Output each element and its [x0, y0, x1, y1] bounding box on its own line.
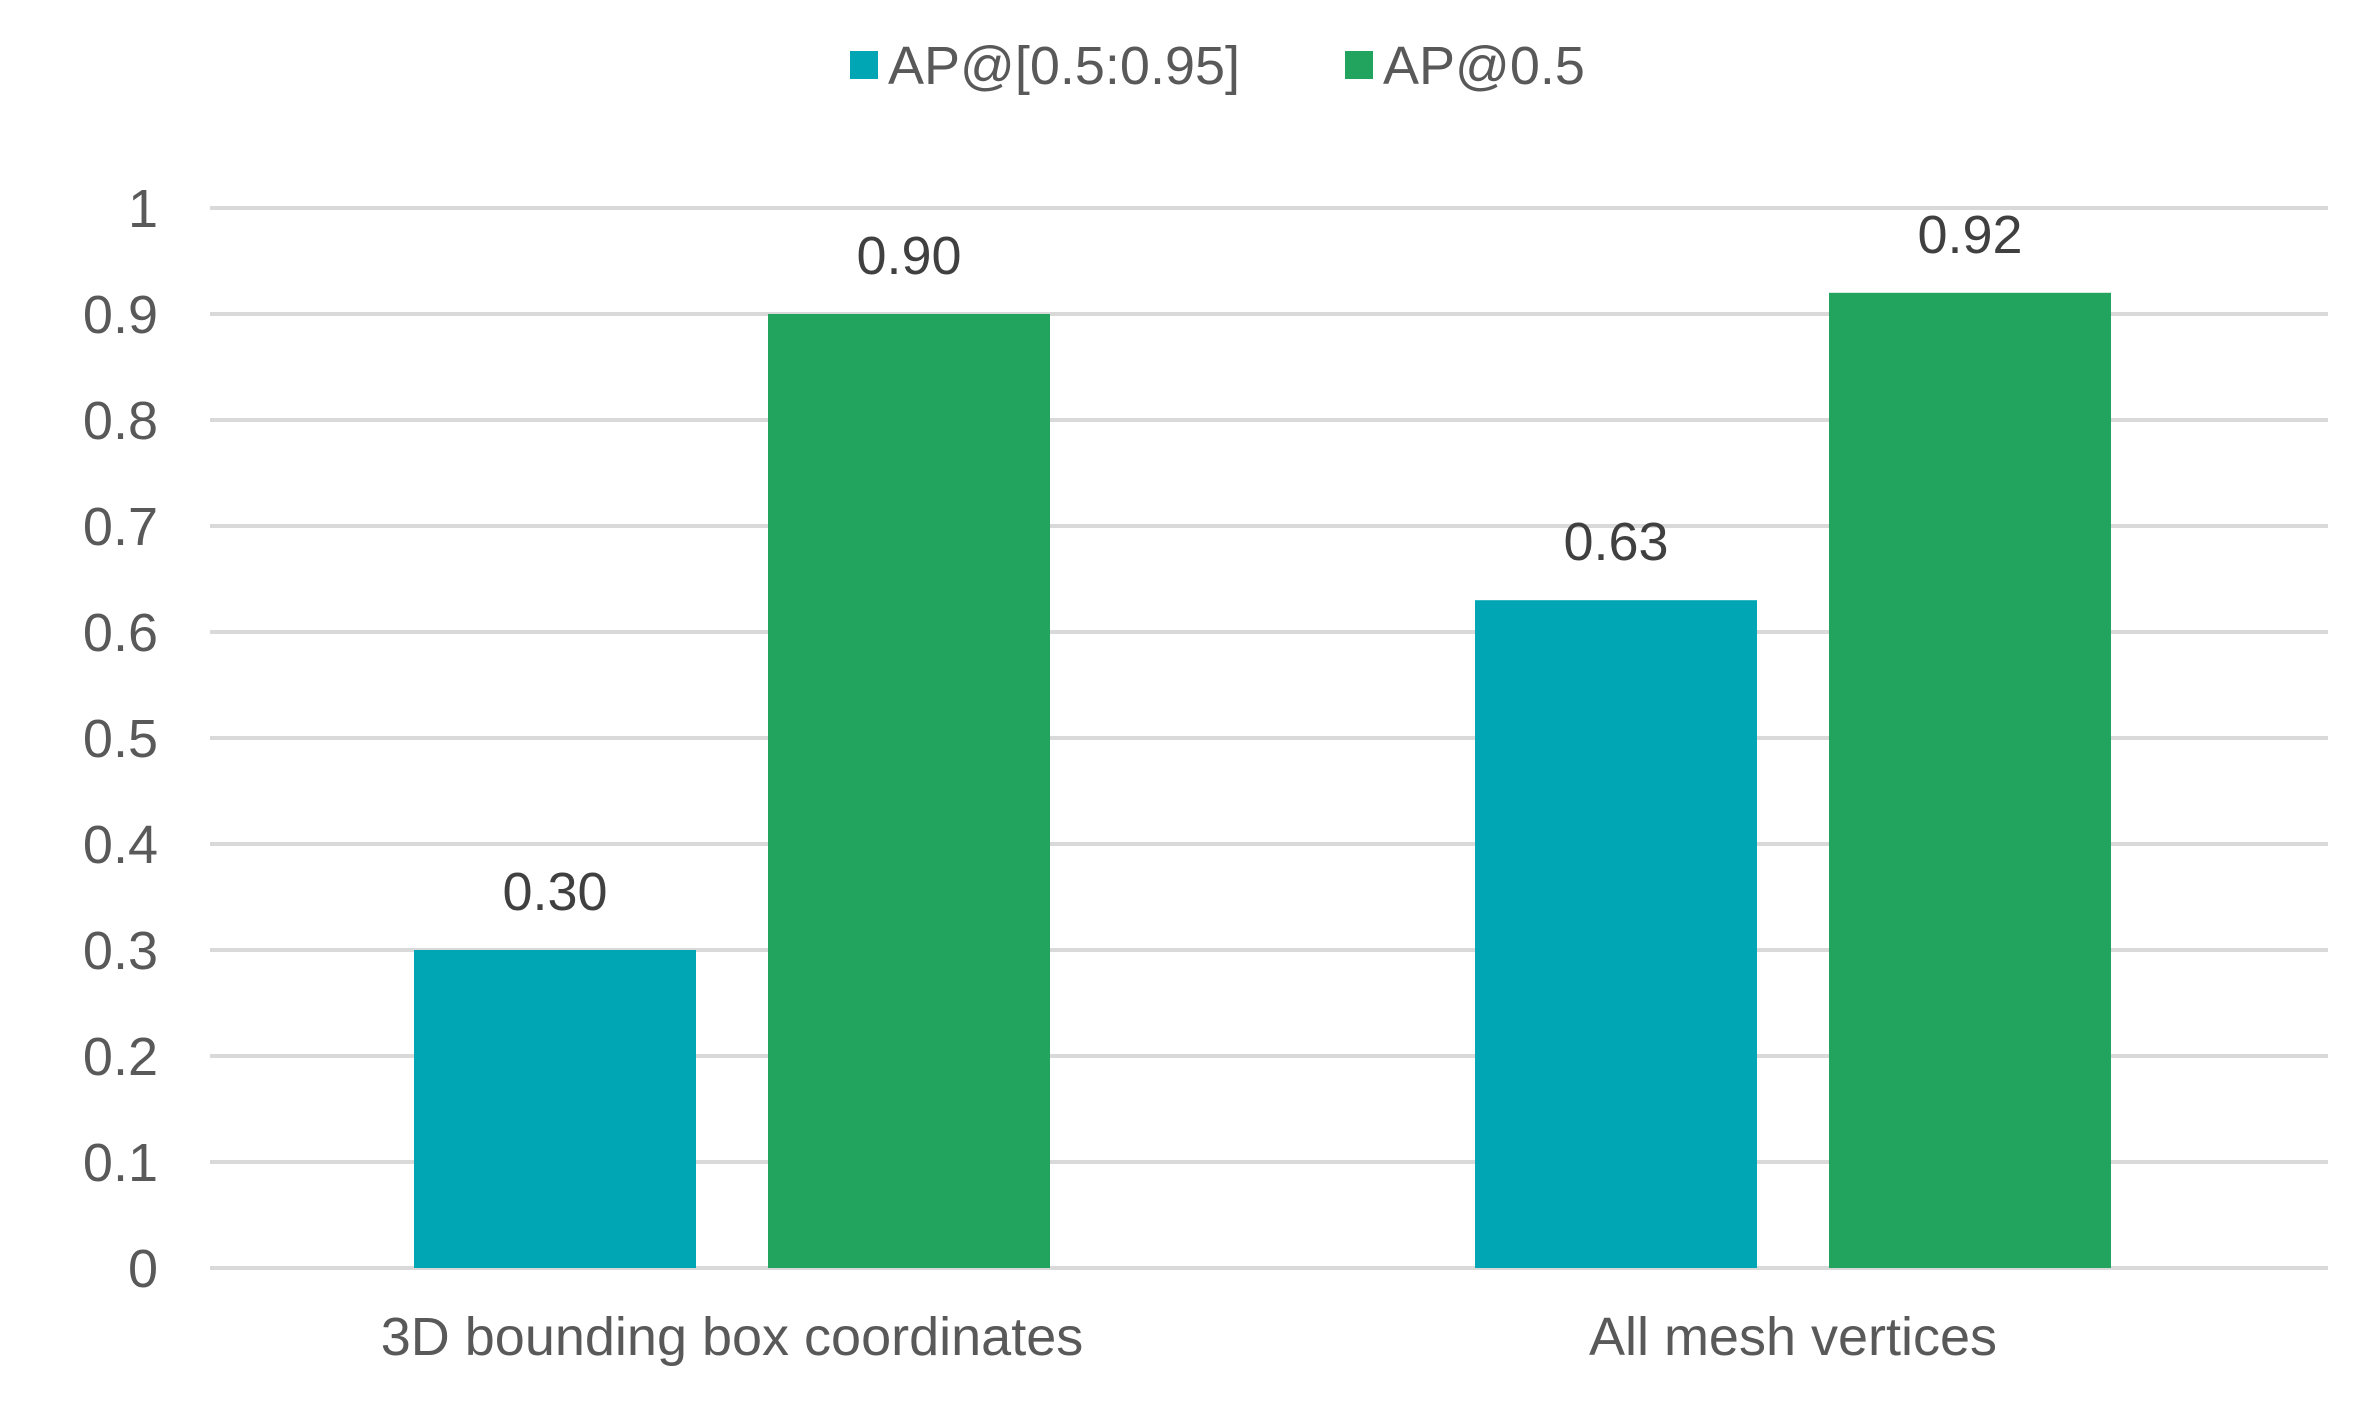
data-label-series-0-category-1: 0.63	[1563, 512, 1668, 572]
data-labels: 0.30 0.90 0.63 0.92	[502, 205, 2022, 922]
bars	[414, 292, 2111, 1268]
bar-series-0-category-0	[414, 950, 696, 1268]
y-tick-label: 0.9	[83, 285, 158, 345]
y-tick-label: 0	[128, 1239, 158, 1299]
x-category-label: 3D bounding box coordinates	[381, 1307, 1084, 1367]
data-label-series-0-category-0: 0.30	[502, 862, 607, 922]
bar-series-1-category-0	[768, 314, 1050, 1268]
y-tick-label: 0.7	[83, 497, 158, 557]
legend-swatch-0	[850, 51, 878, 79]
legend-label-0: AP@[0.5:0.95]	[888, 36, 1240, 96]
bar-series-0-category-1	[1475, 600, 1757, 1268]
y-tick-label: 0.3	[83, 921, 158, 981]
y-tick-label: 1	[128, 179, 158, 239]
legend-swatch-1	[1345, 51, 1373, 79]
y-tick-label: 0.1	[83, 1133, 158, 1193]
y-tick-label: 0.5	[83, 709, 158, 769]
data-label-series-1-category-1: 0.92	[1917, 205, 2022, 265]
x-axis: 3D bounding box coordinates All mesh vert…	[381, 1307, 1997, 1367]
y-tick-label: 0.8	[83, 391, 158, 451]
legend-label-1: AP@0.5	[1383, 36, 1585, 96]
x-category-label: All mesh vertices	[1589, 1307, 1997, 1367]
y-tick-label: 0.4	[83, 815, 158, 875]
data-label-series-1-category-0: 0.90	[856, 226, 961, 286]
legend: AP@[0.5:0.95] AP@0.5	[850, 36, 1585, 96]
y-tick-label: 0.6	[83, 603, 158, 663]
bar-series-1-category-1	[1829, 292, 2111, 1268]
y-axis: 0 0.1 0.2 0.3 0.4 0.5 0.6 0.7 0.8 0.9 1	[83, 179, 158, 1299]
y-tick-label: 0.2	[83, 1027, 158, 1087]
